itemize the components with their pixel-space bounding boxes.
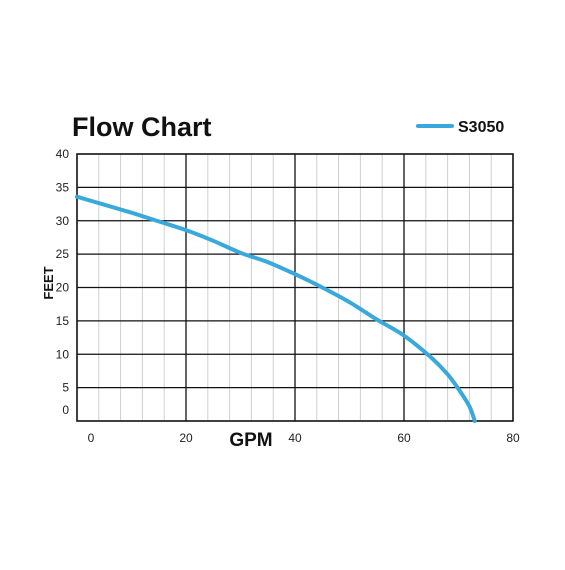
y-tick-label: 10 [56,347,70,361]
y-axis-label: FEET [41,266,56,299]
y-tick-label: 15 [56,314,70,328]
tick-labels: 0 20 40 60 80 0 5 10 15 20 25 30 35 40 [56,147,520,445]
y-tick-label: 0 [62,403,69,417]
x-tick-label: 20 [179,431,193,445]
series-line-s3050 [75,194,477,423]
series-layer [75,194,477,423]
y-tick-label: 20 [56,281,70,295]
plot-frame [76,153,514,422]
chart-title: Flow Chart [72,112,212,142]
y-tick-label: 35 [56,180,70,194]
x-tick-label: 80 [506,431,520,445]
y-tick-label: 40 [56,147,70,161]
x-tick-label: 60 [397,431,411,445]
y-tick-label: 5 [62,381,69,395]
grid-layer [76,153,514,422]
y-tick-label: 30 [56,214,70,228]
y-tick-label: 25 [56,247,70,261]
x-axis-label: GPM [229,430,272,451]
x-tick-label: 40 [288,431,302,445]
legend-label-s3050: S3050 [458,119,504,136]
x-tick-label: 0 [88,431,95,445]
